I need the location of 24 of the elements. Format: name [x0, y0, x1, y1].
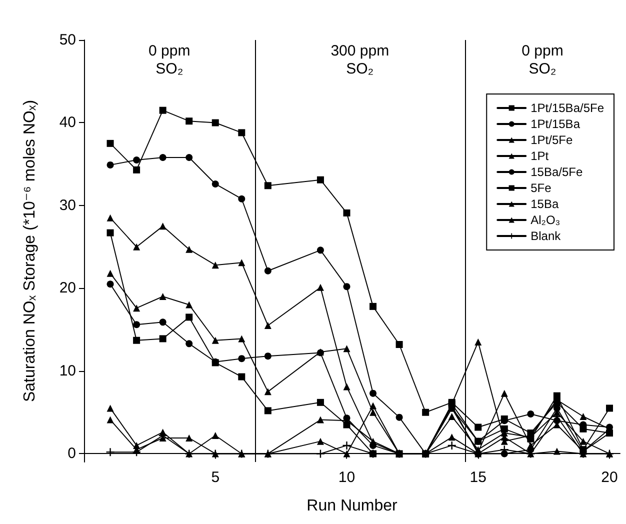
annotation: 0 ppm SO₂: [148, 42, 190, 78]
y-tick-label: 0: [68, 445, 76, 462]
legend-label: 1Pt/15Ba: [530, 117, 580, 131]
y-tick-label: 20: [59, 280, 76, 297]
annotation: 300 ppm SO₂: [330, 42, 390, 78]
x-tick-label: 5: [211, 469, 220, 486]
legend-label: 1Pt/5Fe: [530, 133, 573, 147]
legend-label: 1Pt: [530, 149, 550, 163]
legend-label: 5Fe: [530, 181, 552, 195]
x-tick-label: 10: [338, 469, 356, 486]
legend-label: 1Pt/15Ba/5Fe: [530, 101, 604, 115]
y-tick-label: 40: [59, 114, 76, 132]
annotation: 0 ppm SO₂: [522, 42, 564, 78]
legend-label: 15Ba: [530, 197, 559, 211]
x-tick-label: 15: [470, 469, 486, 486]
y-tick-label: 10: [59, 362, 76, 380]
x-tick-label: 20: [601, 469, 618, 486]
y-tick-label: 30: [59, 196, 76, 214]
legend-label: Al₂O₃: [530, 213, 560, 227]
x-axis-title: Run Number: [306, 498, 398, 514]
y-tick-label: 50: [59, 32, 76, 48]
y-axis-title: Saturation NOₓ Storage (*10⁻⁶ moles NOₓ): [22, 100, 38, 402]
legend-label: 15Ba/5Fe: [530, 165, 583, 179]
legend-label: Blank: [530, 229, 562, 243]
